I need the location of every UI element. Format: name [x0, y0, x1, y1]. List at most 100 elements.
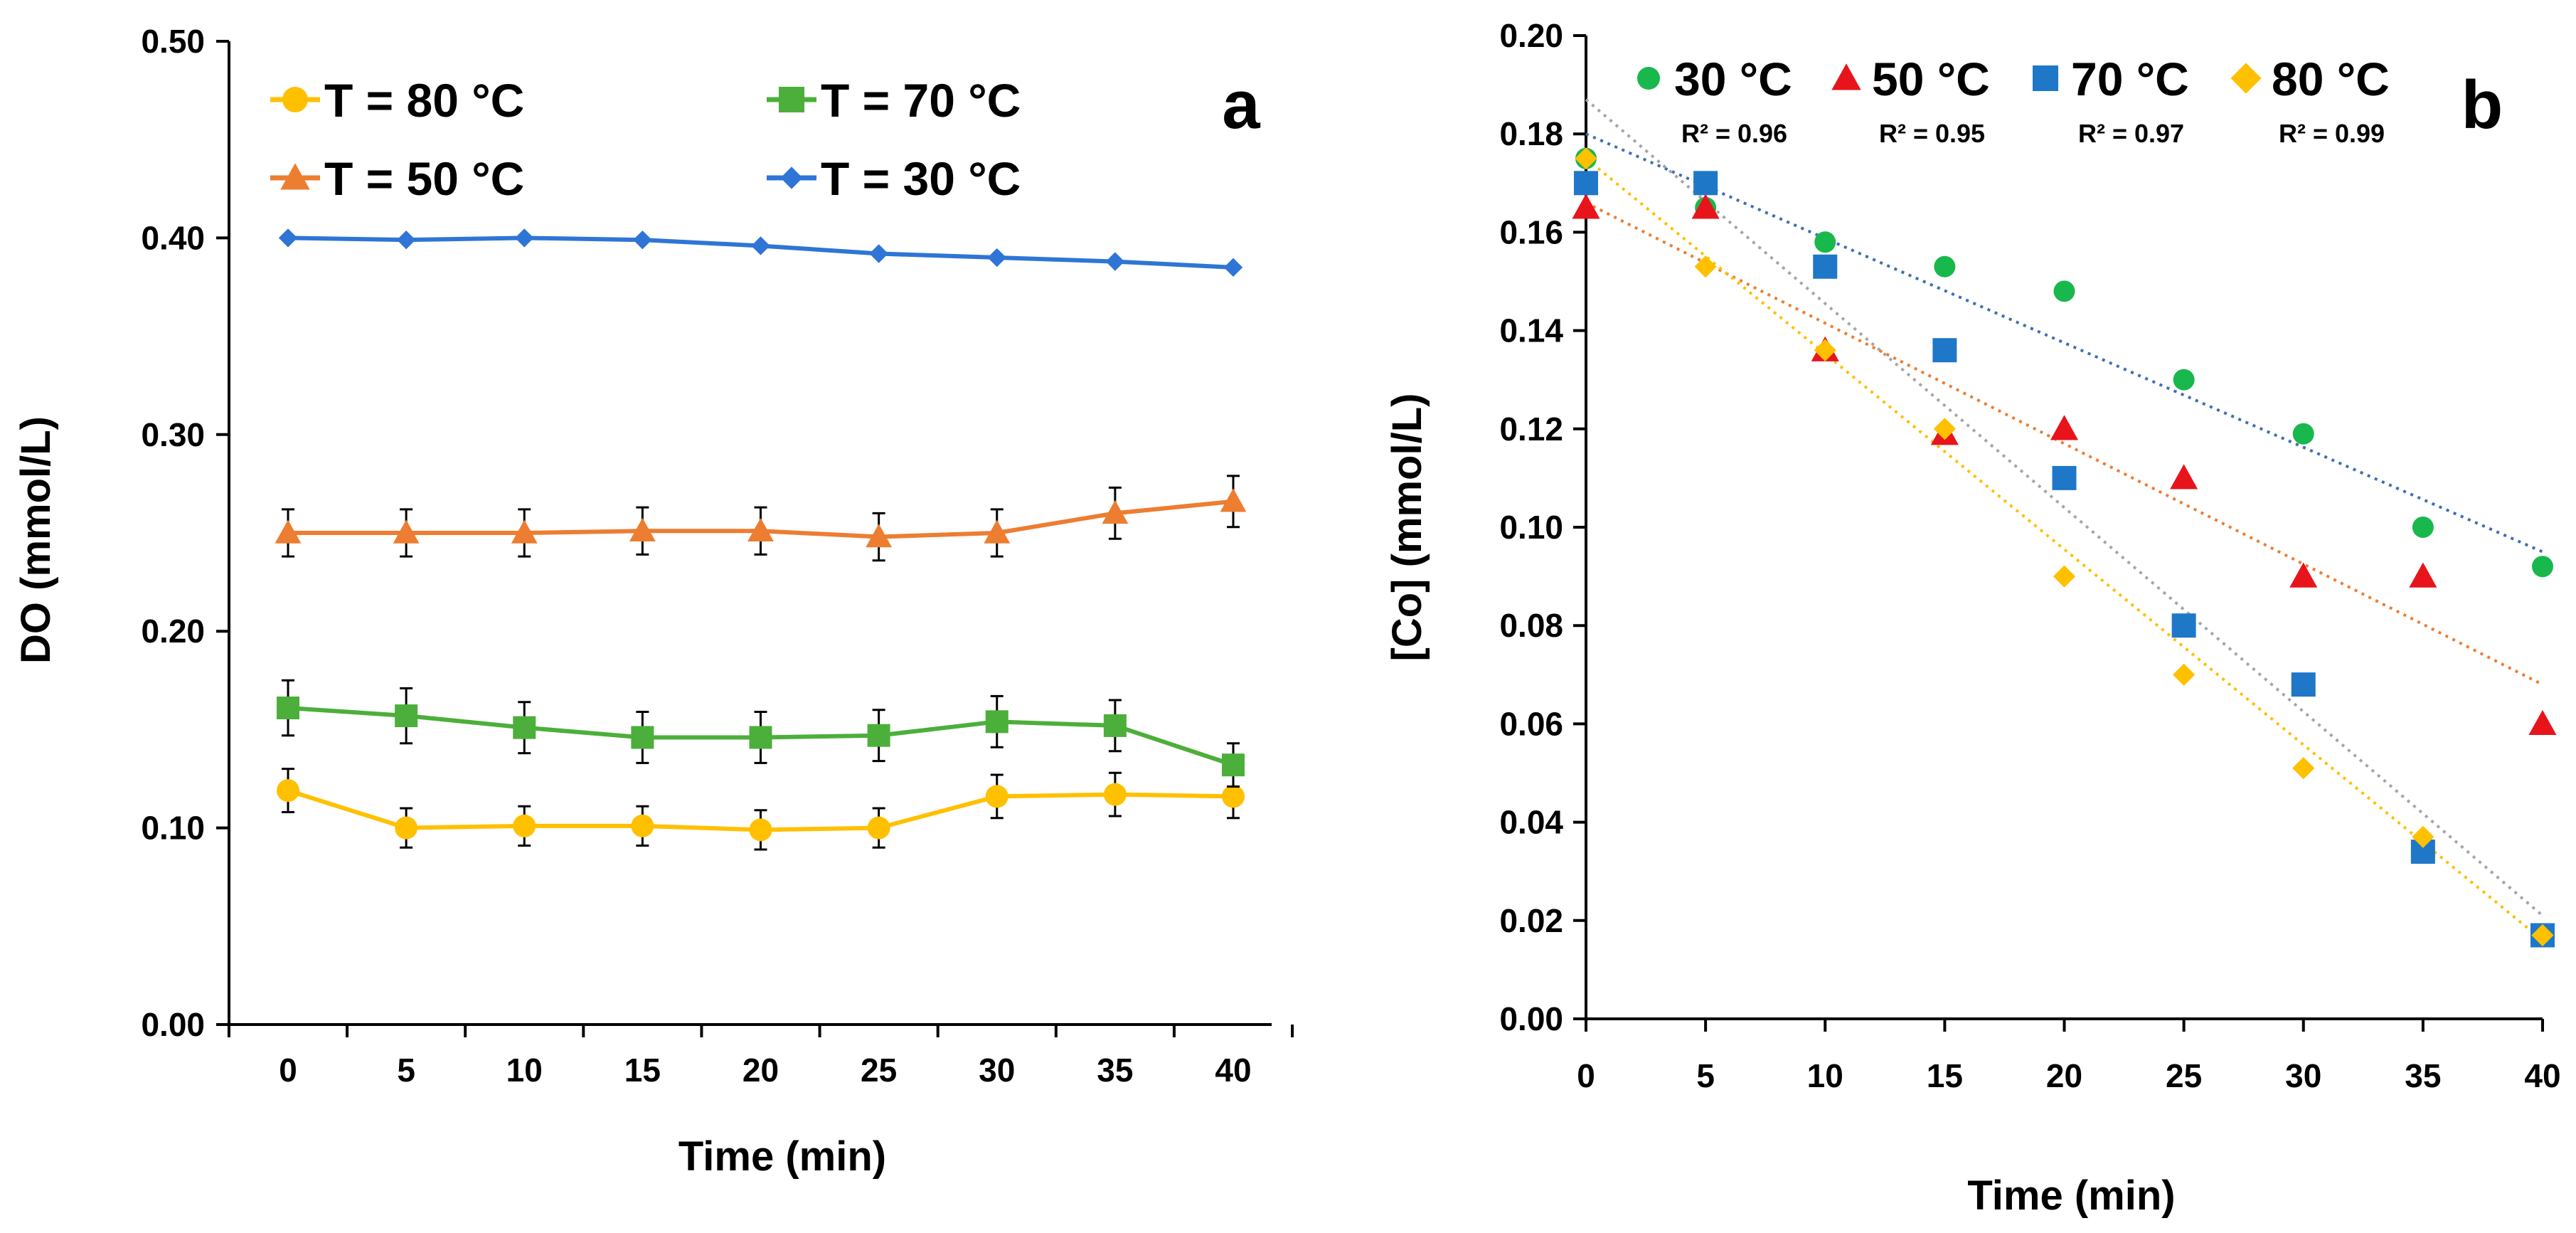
a-data-point	[633, 230, 652, 250]
b-trendline-1	[1585, 201, 2543, 686]
a-x-tick-label: 20	[743, 1052, 779, 1089]
b-data-point	[2532, 556, 2553, 578]
a-y-tick-label: 0.50	[141, 23, 205, 60]
a-legend-swatch-marker	[779, 87, 804, 112]
a-data-point	[393, 519, 420, 544]
a-series-2	[275, 475, 1247, 562]
a-data-point	[867, 724, 890, 747]
a-legend-swatch-marker	[280, 163, 310, 190]
a-data-point	[867, 816, 890, 840]
a-data-point	[1222, 785, 1245, 808]
a-data-point	[1220, 488, 1247, 512]
b-y-tick-label: 0.06	[1499, 705, 1563, 742]
panel-b-chart: 0.00 0.02 0.04 0.06 0.08 0.10 0.12 0.14 0.16 0.18…	[1384, 17, 2561, 1219]
b-x-tick-label: 25	[2166, 1057, 2202, 1094]
b-data-point	[1813, 254, 1838, 279]
b-legend-label: 70 °C	[2071, 53, 2189, 105]
b-data-point	[2052, 465, 2077, 490]
a-x-tick-label: 0	[279, 1052, 297, 1089]
b-r-squared-label: R² = 0.97	[2078, 119, 2184, 148]
b-y-tick-label: 0.08	[1499, 607, 1563, 644]
a-data-point	[987, 248, 1006, 268]
a-data-point	[513, 814, 536, 837]
a-legend-label: T = 70 °C	[821, 74, 1021, 127]
b-data-point	[2170, 464, 2198, 490]
b-r-squared-label: R² = 0.95	[1879, 119, 1985, 148]
b-legend-swatch-marker	[1831, 63, 1861, 90]
b-data-point	[2289, 562, 2318, 588]
a-data-point	[747, 517, 774, 541]
b-data-point	[2050, 415, 2079, 440]
a-data-point	[513, 716, 536, 739]
a-legend-label: T = 80 °C	[324, 74, 524, 127]
b-panel-label: b	[2461, 67, 2503, 143]
b-data-point	[2173, 369, 2195, 391]
b-trendline-2	[1585, 98, 2544, 917]
a-legend-label: T = 50 °C	[324, 152, 524, 205]
a-data-point	[751, 236, 770, 255]
a-data-point	[749, 818, 772, 842]
b-x-tick-label: 0	[1577, 1057, 1595, 1094]
b-data-point	[1693, 171, 1718, 196]
a-data-point	[985, 710, 1008, 734]
b-data-point	[1933, 418, 1956, 440]
b-y-tick-label: 0.20	[1499, 17, 1563, 54]
b-data-point	[2292, 756, 2315, 780]
a-data-point	[275, 519, 302, 544]
b-data-point	[1934, 255, 1956, 277]
b-y-tick-label: 0.16	[1499, 213, 1563, 250]
a-data-point	[1223, 258, 1243, 277]
b-data-point	[2291, 672, 2316, 697]
b-data-point	[2528, 709, 2557, 736]
b-x-tick-label: 20	[2046, 1057, 2082, 1094]
a-y-tick-label: 0.30	[141, 416, 205, 453]
b-y-tick-label: 0.04	[1499, 804, 1563, 841]
b-data-point	[2053, 565, 2076, 588]
b-data-point	[2412, 517, 2434, 538]
b-data-point	[1575, 147, 1597, 170]
b-legend: 30 °C R² = 0.96 50 °C R² = 0.95 70 °C R² = 0.…	[1637, 53, 2390, 148]
a-y-tick-label: 0.00	[141, 1006, 205, 1043]
b-data-point	[2412, 825, 2434, 848]
b-data-point	[2409, 562, 2437, 588]
b-data-point	[2173, 663, 2196, 686]
b-series-2	[1574, 171, 2555, 948]
a-data-point	[395, 816, 418, 840]
a-data-point	[278, 228, 298, 248]
a-series-1	[277, 679, 1245, 788]
b-x-tick-label: 40	[2524, 1057, 2560, 1094]
b-data-point	[1814, 339, 1836, 361]
a-x-tick-label: 40	[1215, 1052, 1251, 1089]
a-data-point	[515, 228, 534, 248]
b-legend-label: 80 °C	[2272, 53, 2390, 105]
b-r-squared-label: R² = 0.99	[2279, 119, 2385, 148]
b-x-axis-title: Time (min)	[1967, 1173, 2175, 1219]
a-panel-label: a	[1222, 67, 1260, 143]
a-series-0	[277, 768, 1245, 851]
a-legend-swatch-marker	[282, 87, 308, 112]
a-x-tick-label: 25	[861, 1052, 897, 1089]
b-legend-swatch-marker	[2033, 65, 2058, 91]
a-x-tick-label: 10	[506, 1052, 543, 1089]
a-data-point	[1102, 499, 1129, 524]
a-data-point	[511, 519, 538, 544]
b-legend-label: 50 °C	[1872, 53, 1990, 105]
a-data-point	[1103, 714, 1127, 737]
b-r-squared-label: R² = 0.96	[1681, 119, 1787, 148]
b-series-0	[1575, 147, 2553, 578]
a-data-point	[869, 244, 888, 263]
a-data-point	[277, 779, 299, 803]
b-data-point	[2171, 613, 2196, 638]
a-x-tick-label: 5	[397, 1052, 415, 1089]
b-trendline-0	[1585, 132, 2543, 554]
a-data-point	[1103, 783, 1127, 806]
a-data-point	[277, 696, 299, 719]
b-y-tick-label: 0.00	[1499, 1000, 1563, 1037]
a-legend-swatch-marker	[780, 166, 803, 189]
a-data-point	[749, 726, 772, 749]
a-data-point	[631, 814, 654, 837]
b-x-tick-label: 35	[2405, 1057, 2441, 1094]
a-data-point	[395, 704, 418, 728]
b-y-tick-label: 0.18	[1499, 115, 1563, 152]
